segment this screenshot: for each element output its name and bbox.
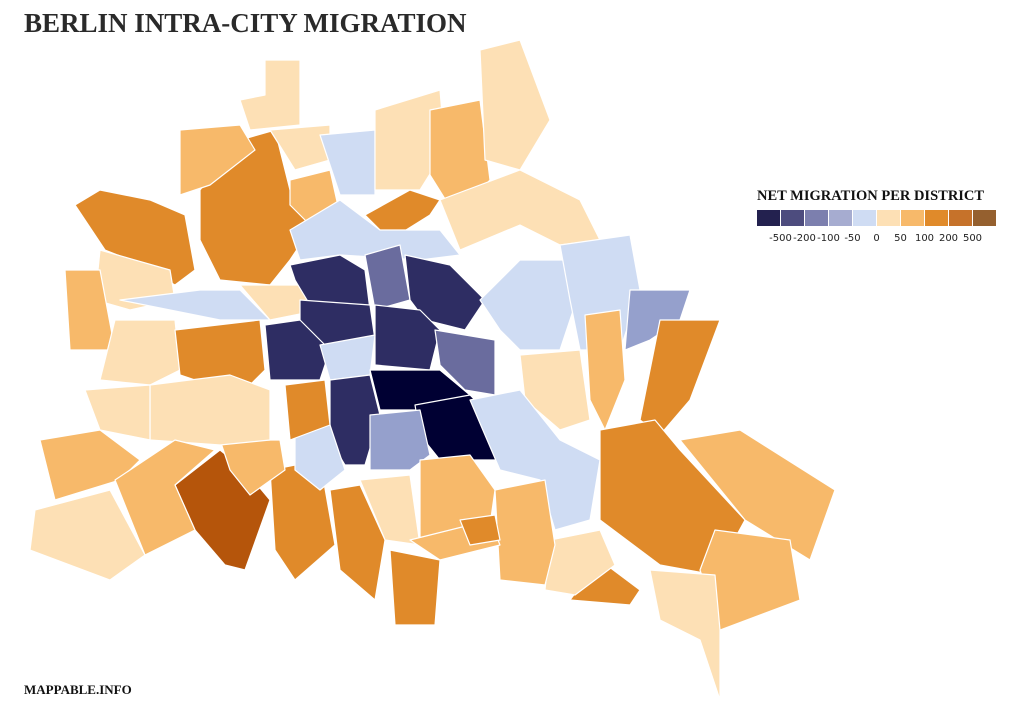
legend-break-label: 200 bbox=[939, 233, 958, 244]
district bbox=[119, 289, 271, 321]
legend-break-label: -500 bbox=[769, 233, 792, 244]
district bbox=[434, 329, 496, 396]
legend-break-label: -100 bbox=[817, 233, 840, 244]
district bbox=[99, 319, 181, 386]
district bbox=[584, 309, 626, 431]
legend-break-label: 100 bbox=[915, 233, 934, 244]
district bbox=[179, 124, 256, 196]
district bbox=[494, 479, 556, 586]
legend-break-label: -50 bbox=[844, 233, 860, 244]
district bbox=[84, 384, 151, 441]
district bbox=[469, 389, 601, 531]
district bbox=[329, 484, 386, 601]
district bbox=[479, 39, 551, 171]
legend-swatch bbox=[877, 210, 900, 226]
legend-swatch bbox=[973, 210, 996, 226]
district bbox=[404, 254, 486, 331]
district bbox=[649, 569, 721, 701]
legend-break-label: -200 bbox=[793, 233, 816, 244]
district bbox=[239, 59, 301, 131]
legend-swatch bbox=[781, 210, 804, 226]
district bbox=[289, 199, 461, 261]
district bbox=[519, 349, 591, 431]
legend-swatch bbox=[925, 210, 948, 226]
legend-swatch bbox=[757, 210, 780, 226]
district bbox=[639, 319, 721, 436]
legend-break-label: 0 bbox=[873, 233, 879, 244]
legend-swatch bbox=[805, 210, 828, 226]
source: MAPPABLE.INFO bbox=[24, 682, 132, 697]
legend-title: NET MIGRATION PER DISTRICT bbox=[757, 188, 984, 204]
district bbox=[479, 259, 581, 351]
district bbox=[149, 374, 271, 446]
district bbox=[284, 379, 331, 441]
district bbox=[374, 304, 441, 371]
legend-swatch bbox=[829, 210, 852, 226]
district bbox=[29, 489, 146, 581]
legend-break-label: 500 bbox=[963, 233, 982, 244]
district bbox=[174, 319, 266, 396]
districts bbox=[29, 39, 836, 701]
legend-break-label: 50 bbox=[894, 233, 907, 244]
legend-swatch bbox=[901, 210, 924, 226]
district bbox=[699, 529, 801, 631]
district bbox=[319, 129, 376, 196]
district bbox=[459, 514, 501, 546]
district bbox=[264, 319, 331, 381]
legend-swatch bbox=[853, 210, 876, 226]
district bbox=[679, 429, 836, 561]
district bbox=[389, 549, 441, 626]
title: BERLIN INTRA-CITY MIGRATION bbox=[24, 8, 467, 38]
legend-swatch bbox=[949, 210, 972, 226]
legend: NET MIGRATION PER DISTRICT -500 -200 -100-… bbox=[757, 188, 996, 244]
